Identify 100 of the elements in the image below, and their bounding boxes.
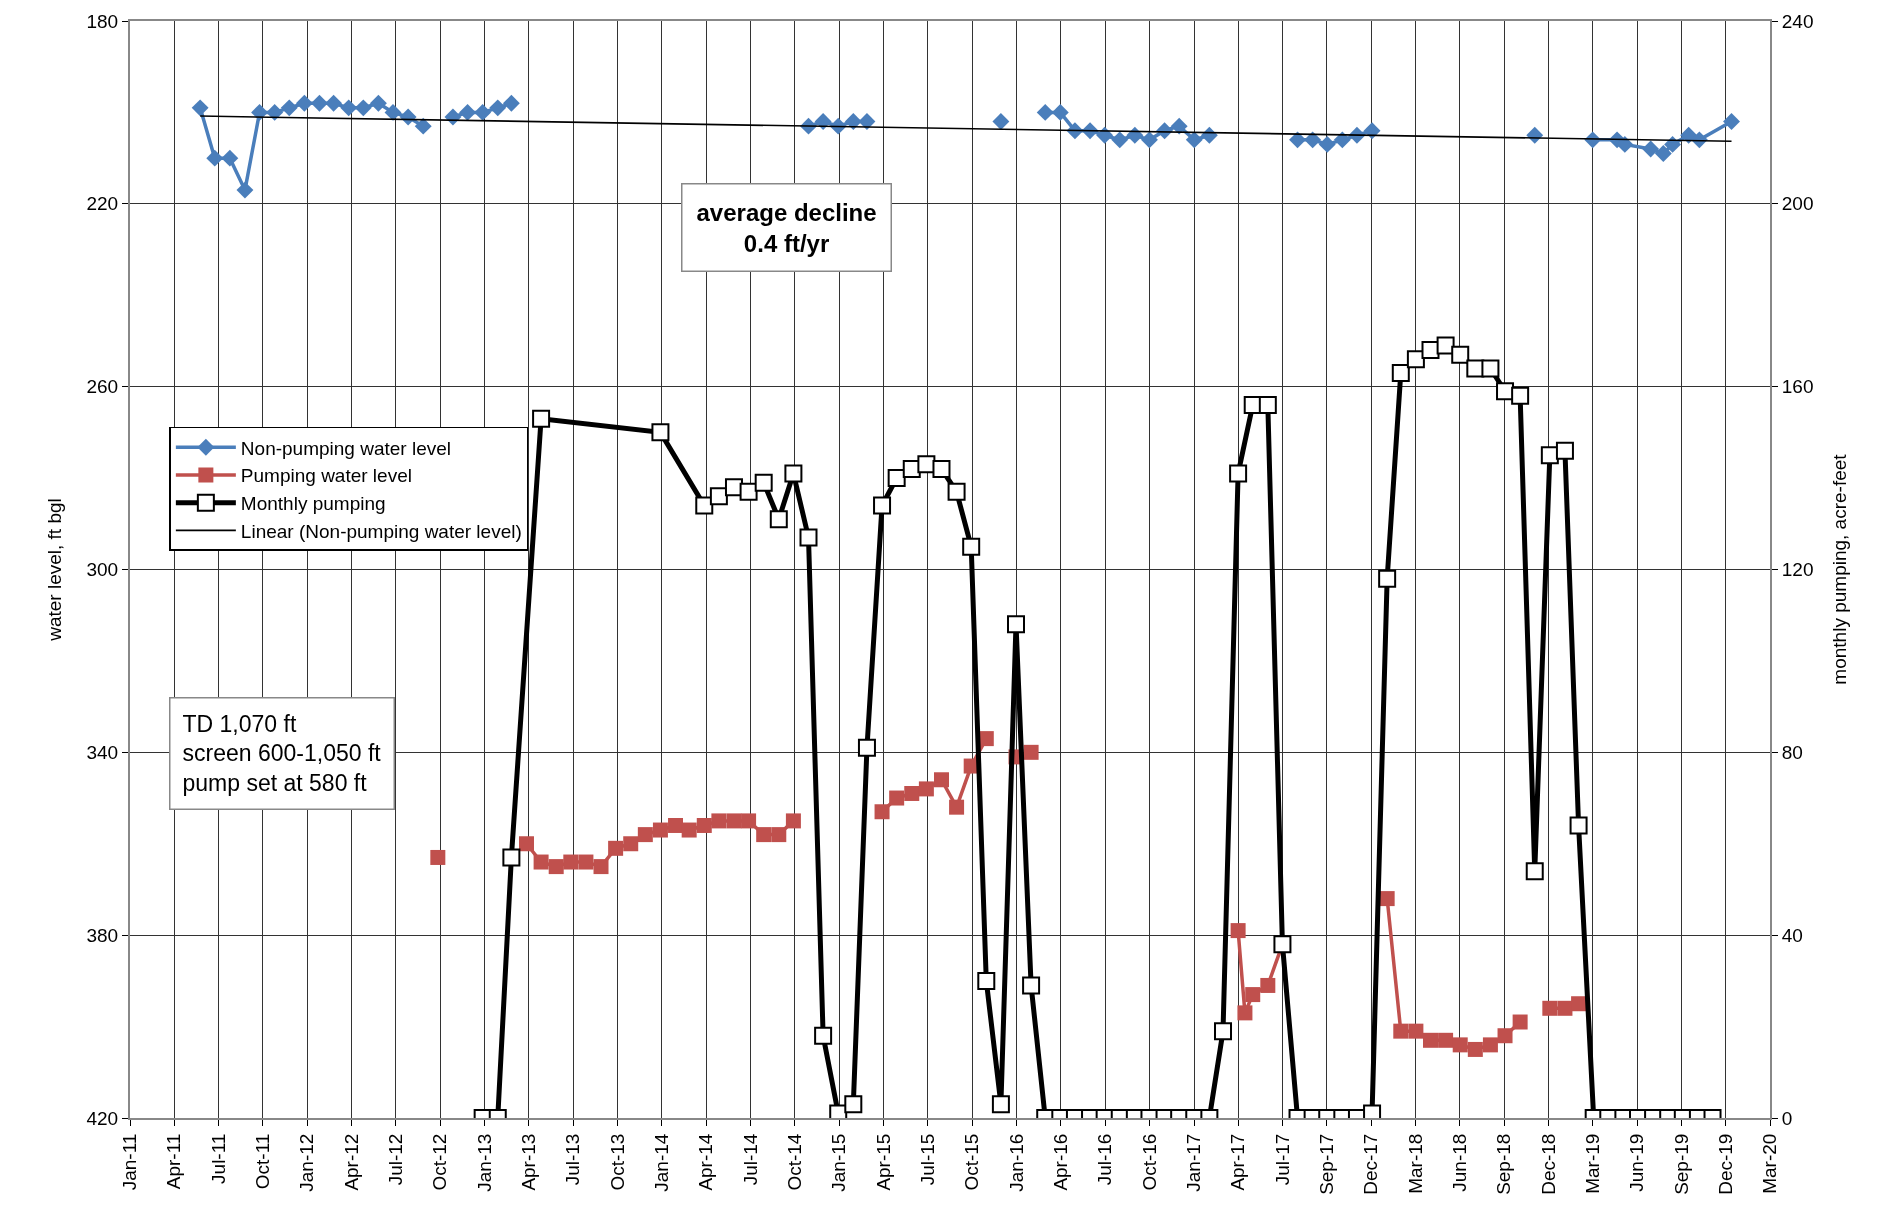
point xyxy=(1482,1037,1498,1053)
point xyxy=(578,854,594,870)
y2-axis-title: monthly pumping, acre-feet xyxy=(1828,453,1850,685)
x-tick-label: Jan-15 xyxy=(828,1133,850,1192)
point xyxy=(221,149,239,167)
point xyxy=(1654,145,1672,162)
y-tick-label: 260 xyxy=(86,376,119,398)
point xyxy=(1379,891,1395,907)
y2-tick-label: 40 xyxy=(1781,924,1803,946)
x-tick-label: Oct-14 xyxy=(784,1133,806,1191)
point xyxy=(1036,103,1054,121)
point xyxy=(1111,131,1129,149)
point xyxy=(1467,1041,1483,1057)
y-tick-label: 220 xyxy=(86,193,119,215)
point xyxy=(637,827,653,843)
x-tick-label: Jan-13 xyxy=(473,1133,495,1192)
point xyxy=(992,113,1010,131)
x-tick-label: Oct-13 xyxy=(606,1133,628,1191)
point xyxy=(1185,131,1203,149)
point xyxy=(1571,996,1587,1012)
y2-tick-label: 200 xyxy=(1781,193,1814,215)
x-tick-label: Jul-14 xyxy=(739,1133,761,1186)
y-tick-label: 420 xyxy=(86,1107,119,1129)
legend-label: Pumping water level xyxy=(240,465,412,487)
x-tick-label: Oct-16 xyxy=(1138,1133,1160,1191)
point xyxy=(652,822,668,838)
x-tick-label: Jul-12 xyxy=(385,1133,407,1186)
point xyxy=(1304,131,1322,149)
point xyxy=(1557,1000,1573,1016)
point xyxy=(414,117,432,135)
x-tick-label: Jul-15 xyxy=(917,1133,939,1186)
point xyxy=(593,859,609,875)
point xyxy=(266,103,284,121)
point xyxy=(1289,131,1306,149)
point xyxy=(533,854,549,870)
y-tick-label: 340 xyxy=(86,741,119,763)
x-tick-label: Apr-13 xyxy=(518,1133,540,1191)
point xyxy=(668,817,684,833)
point xyxy=(1393,1023,1409,1039)
point xyxy=(340,99,358,117)
x-tick-label: Sep-17 xyxy=(1315,1133,1337,1195)
x-tick-label: Jan-11 xyxy=(119,1133,141,1191)
x-tick-label: Jan-17 xyxy=(1183,1133,1205,1192)
point xyxy=(563,854,579,870)
point xyxy=(889,790,905,806)
x-tick-label: Oct-15 xyxy=(961,1133,983,1191)
legend-label: Non-pumping water level xyxy=(240,437,452,459)
y2-tick-label: 160 xyxy=(1781,376,1814,398)
x-tick-label: Jan-16 xyxy=(1005,1133,1027,1192)
legend-label: Monthly pumping xyxy=(240,493,386,515)
annotation: TD 1,070 ft screen 600-1,050 ft pump set at 580 ft xyxy=(182,710,382,797)
point xyxy=(978,731,994,747)
point xyxy=(726,813,742,829)
point xyxy=(206,149,224,167)
x-tick-label: Mar-19 xyxy=(1581,1133,1603,1194)
point xyxy=(918,781,934,797)
point xyxy=(608,840,624,856)
point xyxy=(1423,1032,1438,1048)
point xyxy=(1642,140,1660,158)
y-axis-title: water level, ft bgl xyxy=(43,498,65,642)
point xyxy=(1318,135,1336,153)
point xyxy=(474,103,492,121)
point xyxy=(874,804,890,820)
x-tick-label: Apr-15 xyxy=(872,1133,894,1191)
x-tick-label: Oct-12 xyxy=(429,1133,451,1191)
x-tick-label: Oct-11 xyxy=(252,1133,274,1190)
point xyxy=(771,827,787,843)
y-tick-label: 180 xyxy=(86,10,119,32)
point xyxy=(785,813,801,829)
point xyxy=(711,813,727,829)
x-tick-label: Apr-16 xyxy=(1049,1133,1071,1191)
y-tick-label: 380 xyxy=(86,924,119,946)
x-tick-label: Apr-11 xyxy=(163,1133,185,1190)
point xyxy=(191,99,209,117)
point xyxy=(280,99,298,117)
x-tick-label: Jun-18 xyxy=(1448,1133,1470,1192)
x-tick-label: Jul-16 xyxy=(1094,1133,1116,1186)
point xyxy=(1512,1014,1528,1030)
point xyxy=(502,94,520,112)
point xyxy=(696,817,712,833)
point xyxy=(933,772,949,788)
point xyxy=(325,94,343,112)
annotation: average decline 0.4 ft/yr xyxy=(696,198,877,257)
point xyxy=(430,849,446,865)
y-tick-label: 300 xyxy=(86,559,119,581)
y2-tick-label: 120 xyxy=(1781,559,1814,581)
x-tick-label: Apr-14 xyxy=(695,1133,717,1191)
point xyxy=(1363,122,1381,140)
point xyxy=(756,827,772,843)
x-tick-label: Apr-17 xyxy=(1227,1133,1249,1191)
x-tick-label: Jun-19 xyxy=(1626,1133,1648,1192)
point xyxy=(681,822,697,838)
y2-tick-label: 240 xyxy=(1781,10,1814,32)
point xyxy=(236,181,254,199)
point xyxy=(1542,1000,1558,1016)
point xyxy=(741,813,757,829)
y2-tick-label: 80 xyxy=(1781,741,1803,763)
x-tick-label: Jan-12 xyxy=(296,1133,318,1192)
x-tick-label: Apr-12 xyxy=(340,1133,362,1191)
point xyxy=(295,94,313,112)
